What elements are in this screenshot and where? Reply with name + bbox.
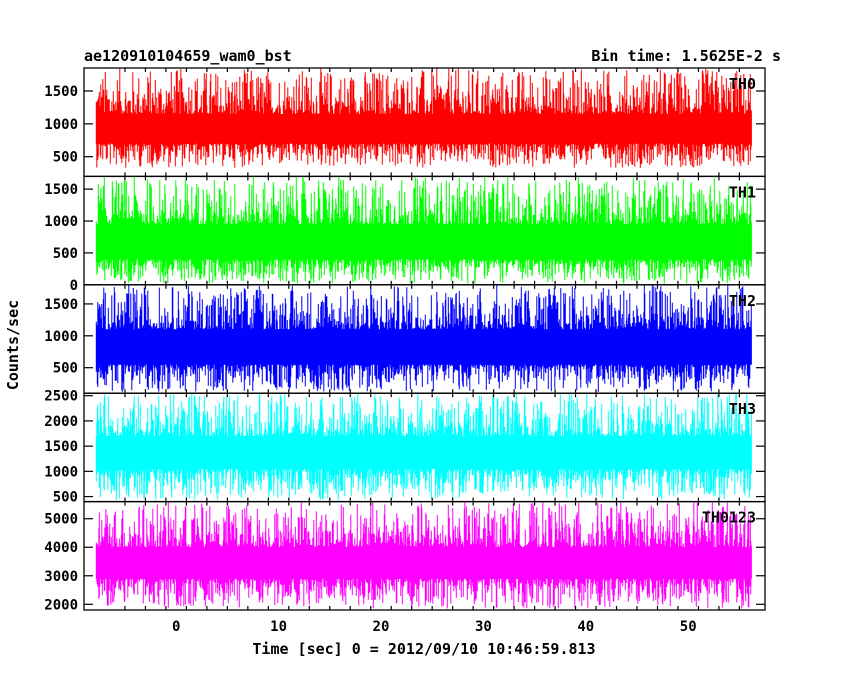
y-tick-label: 1000 <box>44 117 78 133</box>
panel-th0123: 2000 3000 4000 5000 TH0123 <box>44 500 766 613</box>
panel-th0: 500 1000 1500 TH0 <box>44 67 766 178</box>
panel-th3: 500 1000 1500 2000 2500 TH3 <box>44 389 766 506</box>
y-tick-label: 5000 <box>44 512 78 528</box>
series-band-th0123 <box>96 547 752 579</box>
y-tick-label: 1500 <box>44 84 78 100</box>
x-tick-label: 20 <box>373 619 390 635</box>
x-tick-label: 0 <box>172 619 180 635</box>
series-band-th1 <box>96 224 752 260</box>
y-tick-label: 2500 <box>44 389 78 405</box>
panel-label: TH3 <box>729 400 756 418</box>
x-tick-label: 10 <box>270 619 287 635</box>
y-tick-label: 3000 <box>44 569 78 585</box>
x-axis-label: Time [sec] 0 = 2012/09/10 10:46:59.813 <box>252 640 595 658</box>
panel-th2: 500 1000 1500 TH2 <box>44 284 766 394</box>
series-band-th0 <box>96 113 752 144</box>
panel-label: TH1 <box>729 183 756 201</box>
panel-label: TH2 <box>729 292 756 310</box>
x-tick-label: 40 <box>577 619 594 635</box>
y-tick-label: 1000 <box>44 214 78 230</box>
series-band-th3 <box>96 436 752 469</box>
y-tick-label: 500 <box>53 150 78 166</box>
panel-frame <box>83 500 766 611</box>
y-tick-label: 1500 <box>44 182 78 198</box>
bin-time-label: Bin time: 1.5625E-2 s <box>591 47 781 65</box>
y-tick-label: 1500 <box>44 439 78 455</box>
y-tick-label: 2000 <box>44 414 78 430</box>
panel-label: TH0 <box>729 75 756 93</box>
y-axis-label: Counts/sec <box>4 300 22 390</box>
y-tick-label: 500 <box>53 361 78 377</box>
panel-label: TH0123 <box>702 509 756 527</box>
y-tick-label: 4000 <box>44 540 78 556</box>
y-tick-label: 500 <box>53 490 78 506</box>
y-tick-label: 0 <box>70 278 78 294</box>
y-tick-label: 1000 <box>44 329 78 345</box>
y-tick-label: 2000 <box>44 597 78 613</box>
y-tick-label: 1000 <box>44 464 78 480</box>
x-tick-label: 30 <box>475 619 492 635</box>
chart-title: ae120910104659_wam0_bst <box>84 47 292 65</box>
panel-th1: 0 500 1000 1500 TH1 <box>44 175 766 294</box>
y-tick-label: 500 <box>53 246 78 262</box>
x-tick-label: 50 <box>680 619 697 635</box>
y-tick-label: 1500 <box>44 297 78 313</box>
series-band-th2 <box>96 329 752 365</box>
